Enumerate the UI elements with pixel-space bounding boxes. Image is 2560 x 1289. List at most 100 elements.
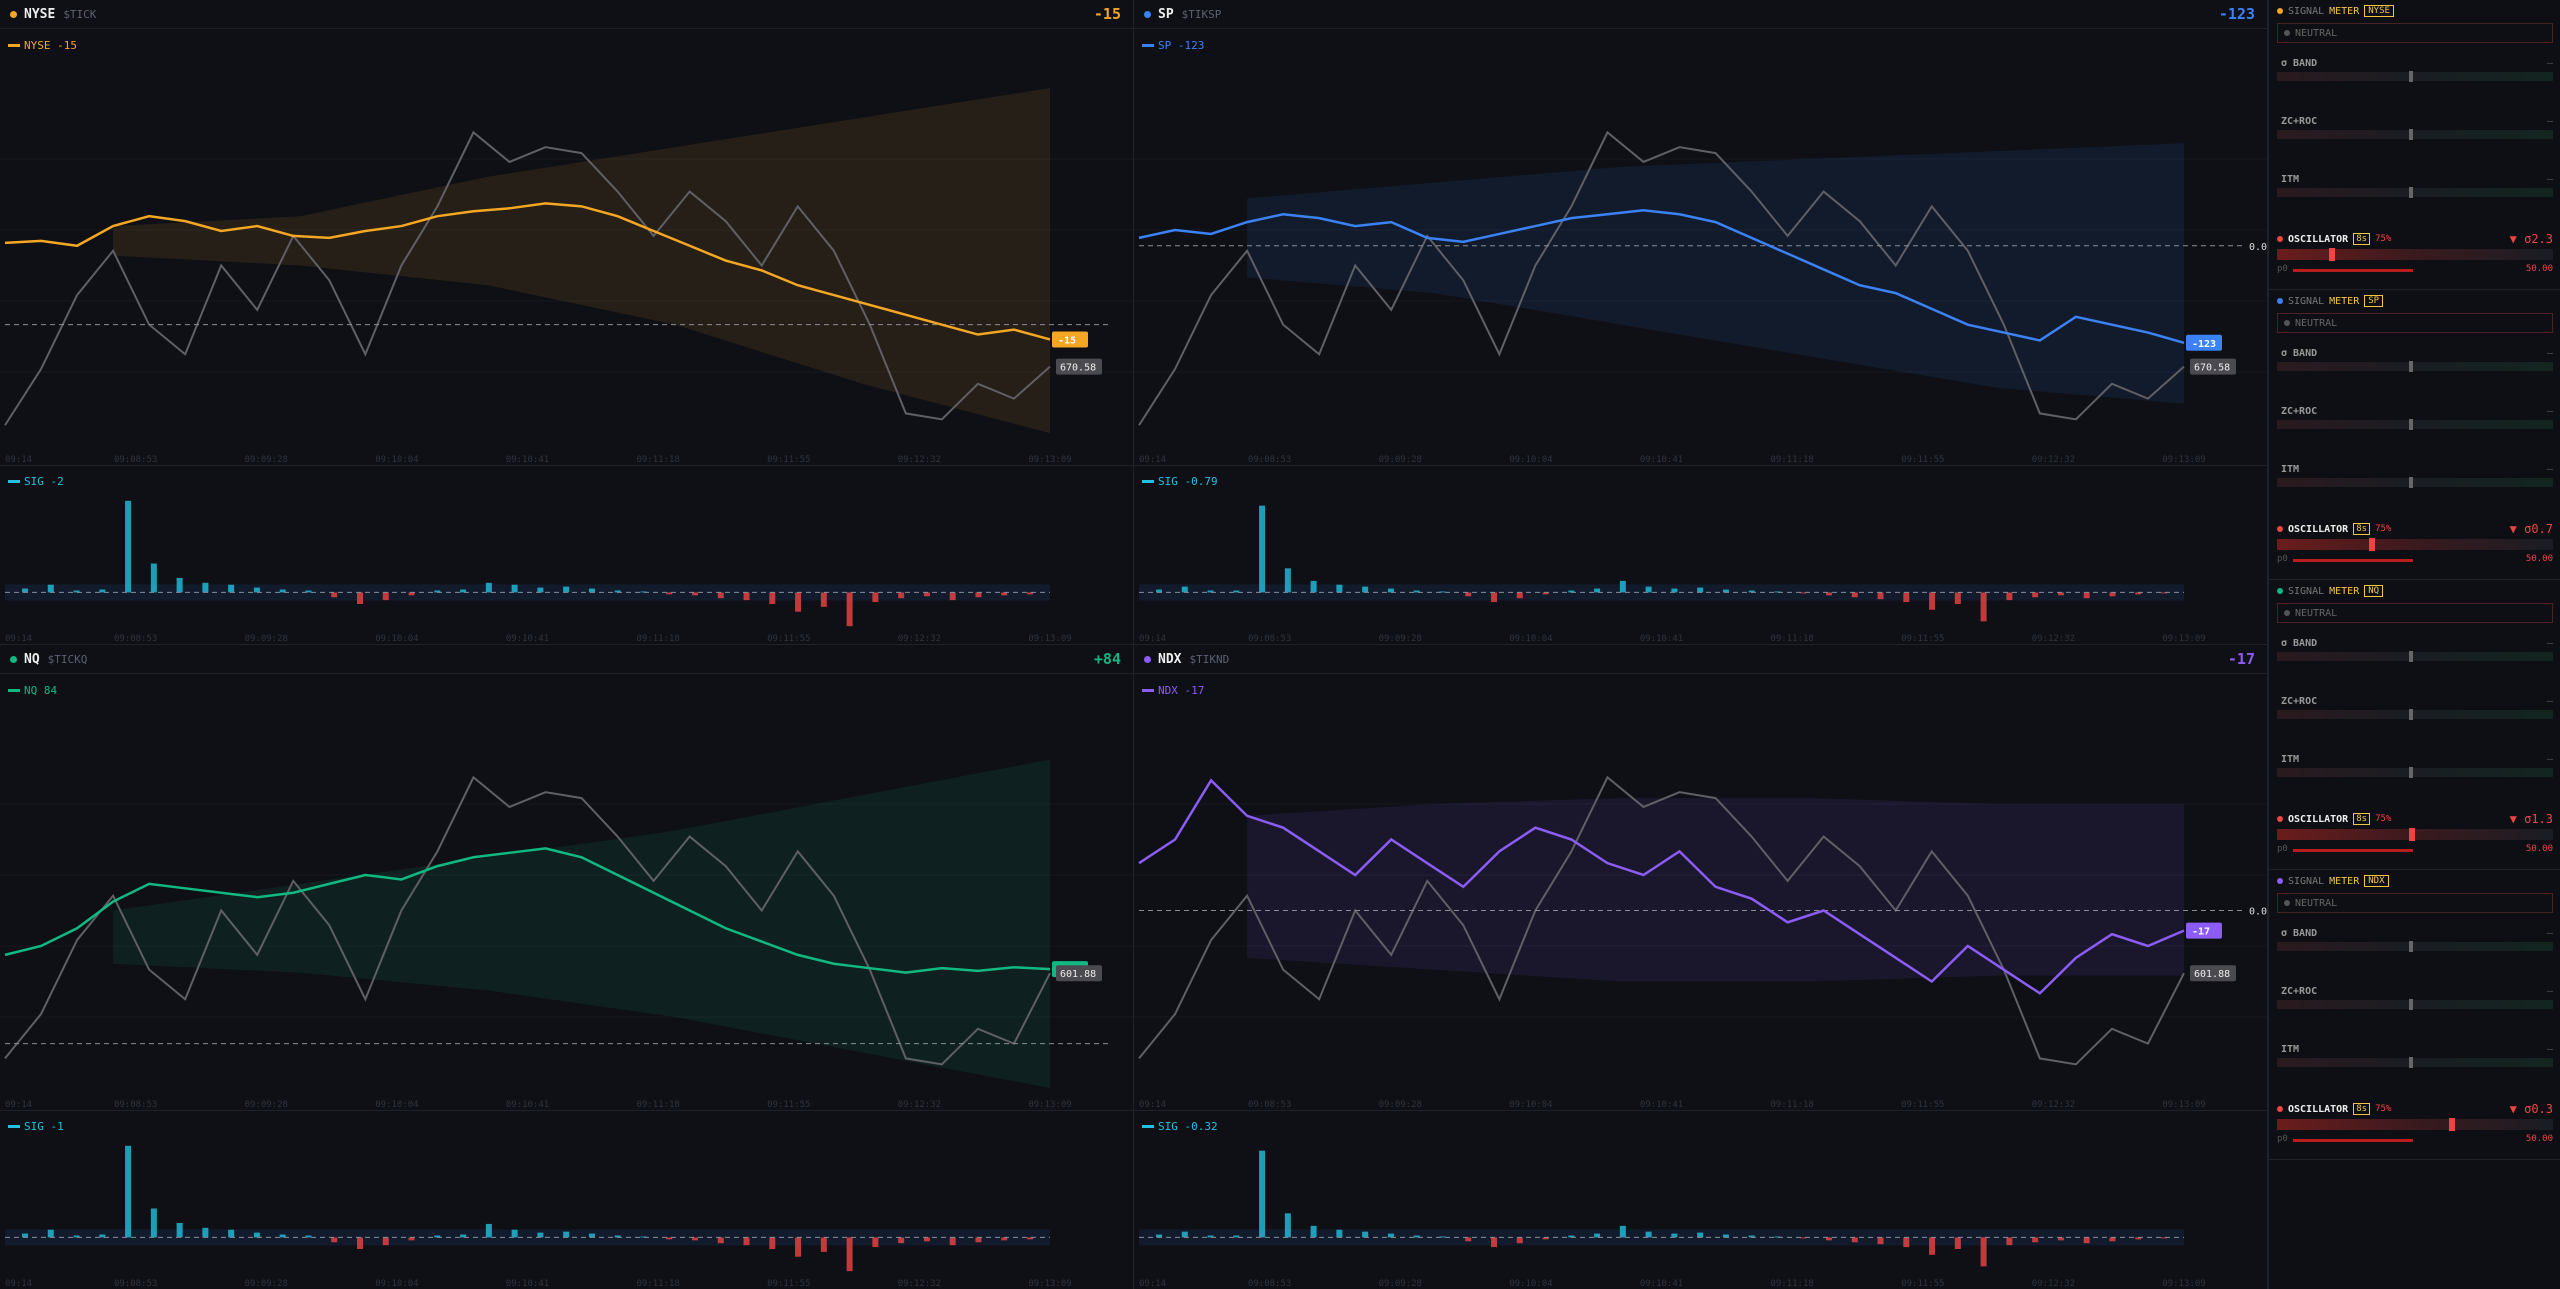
legend-swatch bbox=[8, 44, 20, 47]
time-label: 09:14 bbox=[1139, 1279, 1166, 1289]
signal-bar bbox=[434, 590, 441, 593]
signal-bar bbox=[1954, 1237, 1961, 1249]
price-line bbox=[4, 130, 1051, 426]
osc-max: 50.00 bbox=[2525, 844, 2553, 854]
meter-title-b: METER bbox=[2329, 875, 2360, 887]
osc-badge: 8s bbox=[2353, 813, 2371, 825]
time-label: 09:11:18 bbox=[1770, 1100, 1813, 1110]
signal-bar bbox=[1259, 1150, 1266, 1238]
signal-chart: SIG -0.79 09:14 09:08:53 09:09:28 09:10:04 09… bbox=[1134, 465, 2267, 644]
signal-legend: SIG -0.79 bbox=[1158, 475, 1218, 488]
status-dot bbox=[10, 10, 17, 18]
signal-bar bbox=[305, 1235, 312, 1238]
meter-title-b: METER bbox=[2329, 295, 2360, 307]
time-label: 09:14 bbox=[5, 1100, 32, 1110]
legend-swatch bbox=[1142, 1125, 1154, 1128]
meter-title: SIGNAL bbox=[2288, 585, 2325, 597]
value-tag: -17 bbox=[2192, 927, 2210, 938]
signal-bar bbox=[408, 1237, 415, 1241]
time-label: 09:14 bbox=[1139, 455, 1166, 465]
signal-bar bbox=[1671, 1233, 1678, 1238]
row-marker bbox=[2409, 477, 2413, 488]
divider bbox=[2269, 869, 2560, 870]
row-track bbox=[2277, 942, 2553, 951]
signal-line bbox=[1138, 778, 2185, 995]
signal-bar bbox=[279, 1234, 286, 1238]
row-track bbox=[2277, 652, 2553, 661]
time-label: 09:10:04 bbox=[375, 634, 418, 644]
symbol: NDX bbox=[1158, 651, 1182, 667]
value-tag-bg bbox=[2186, 922, 2222, 939]
time-label: 09:11:55 bbox=[767, 455, 810, 465]
row-label: σ BAND bbox=[2281, 58, 2318, 69]
row-label: ITM bbox=[2281, 464, 2300, 475]
signal-bar bbox=[331, 592, 338, 598]
state-box: NEUTRAL bbox=[2277, 23, 2553, 43]
meter-title-b: METER bbox=[2329, 585, 2360, 597]
signal-bar bbox=[769, 1237, 776, 1249]
meter-title: SIGNAL bbox=[2288, 5, 2325, 17]
row-value: — bbox=[2546, 174, 2553, 185]
signal-bar bbox=[1387, 1233, 1394, 1238]
signal-legend: SIG -2 bbox=[24, 475, 64, 488]
row-label: ZC+ROC bbox=[2281, 406, 2318, 417]
signal-bar bbox=[1465, 592, 1472, 597]
signal-bar bbox=[2083, 1237, 2090, 1244]
signal-bar bbox=[99, 1234, 106, 1238]
time-label: 09:14 bbox=[5, 634, 32, 644]
time-label: 09:14 bbox=[5, 455, 32, 465]
ticker: $TIKND bbox=[1189, 652, 1230, 666]
osc-label: OSCILLATOR bbox=[2288, 1103, 2349, 1115]
signal-bar bbox=[1181, 586, 1188, 593]
signal-bar bbox=[1568, 590, 1575, 593]
time-label: 09:12:32 bbox=[898, 634, 941, 644]
meter-badge: NDX bbox=[2364, 875, 2389, 887]
osc-header: OSCILLATOR 8s 75% ▼ σ0.3 bbox=[2277, 1102, 2553, 1116]
row-marker bbox=[2409, 999, 2413, 1010]
meter-dot bbox=[2277, 8, 2283, 14]
osc-fill bbox=[2293, 1139, 2413, 1142]
signal-bar bbox=[640, 1236, 647, 1238]
legend-label: NYSE -15 bbox=[24, 39, 77, 52]
signal-bar bbox=[1929, 1237, 1936, 1255]
signal-bar bbox=[357, 1237, 363, 1249]
legend-swatch bbox=[8, 689, 20, 692]
signal-bar bbox=[588, 1233, 595, 1238]
legend-label: SP -123 bbox=[1158, 39, 1204, 52]
osc-label: OSCILLATOR bbox=[2288, 813, 2349, 825]
osc-badge: 8s bbox=[2353, 233, 2371, 245]
legend-swatch bbox=[1142, 44, 1154, 47]
signal-bar bbox=[1516, 592, 1523, 599]
signal-bar bbox=[1362, 586, 1369, 593]
signal-bar bbox=[150, 563, 157, 593]
signal-bar bbox=[253, 1232, 260, 1238]
time-label: 09:09:28 bbox=[1379, 455, 1422, 465]
signal-meter: SIGNAL METER SP NEUTRAL σ BAND — ZC+ROC — ITM — OS… bbox=[2269, 290, 2560, 580]
time-label: 09:10:04 bbox=[375, 1100, 418, 1110]
osc-min: p0 bbox=[2277, 264, 2288, 274]
signal-bar bbox=[743, 1237, 750, 1246]
row-marker bbox=[2409, 651, 2413, 662]
osc-pct: 75% bbox=[2375, 524, 2392, 534]
osc-reading: ▼ σ2.3 bbox=[2509, 232, 2553, 246]
time-label: 09:10:04 bbox=[1509, 1279, 1552, 1289]
signal-bar bbox=[537, 1232, 544, 1238]
time-label: 09:13:09 bbox=[1028, 455, 1071, 465]
row-value: — bbox=[2546, 754, 2553, 765]
time-label: 09:10:04 bbox=[1509, 634, 1552, 644]
time-label: 09:12:32 bbox=[2032, 1100, 2075, 1110]
row-value: — bbox=[2546, 928, 2553, 939]
signal-bar bbox=[1439, 591, 1446, 593]
row-value: — bbox=[2546, 1044, 2553, 1055]
status-dot bbox=[1144, 10, 1151, 18]
signal-bar bbox=[820, 592, 827, 607]
signal-bar bbox=[1362, 1231, 1369, 1238]
band bbox=[113, 88, 1050, 434]
signal-bar bbox=[73, 1235, 80, 1238]
value-tag: -15 bbox=[1058, 335, 1076, 346]
signal-bar bbox=[1181, 1231, 1188, 1238]
signal-bar bbox=[2006, 1237, 2013, 1246]
price-tag: 601.88 bbox=[1060, 969, 1096, 980]
time-label: 09:11:55 bbox=[767, 634, 810, 644]
